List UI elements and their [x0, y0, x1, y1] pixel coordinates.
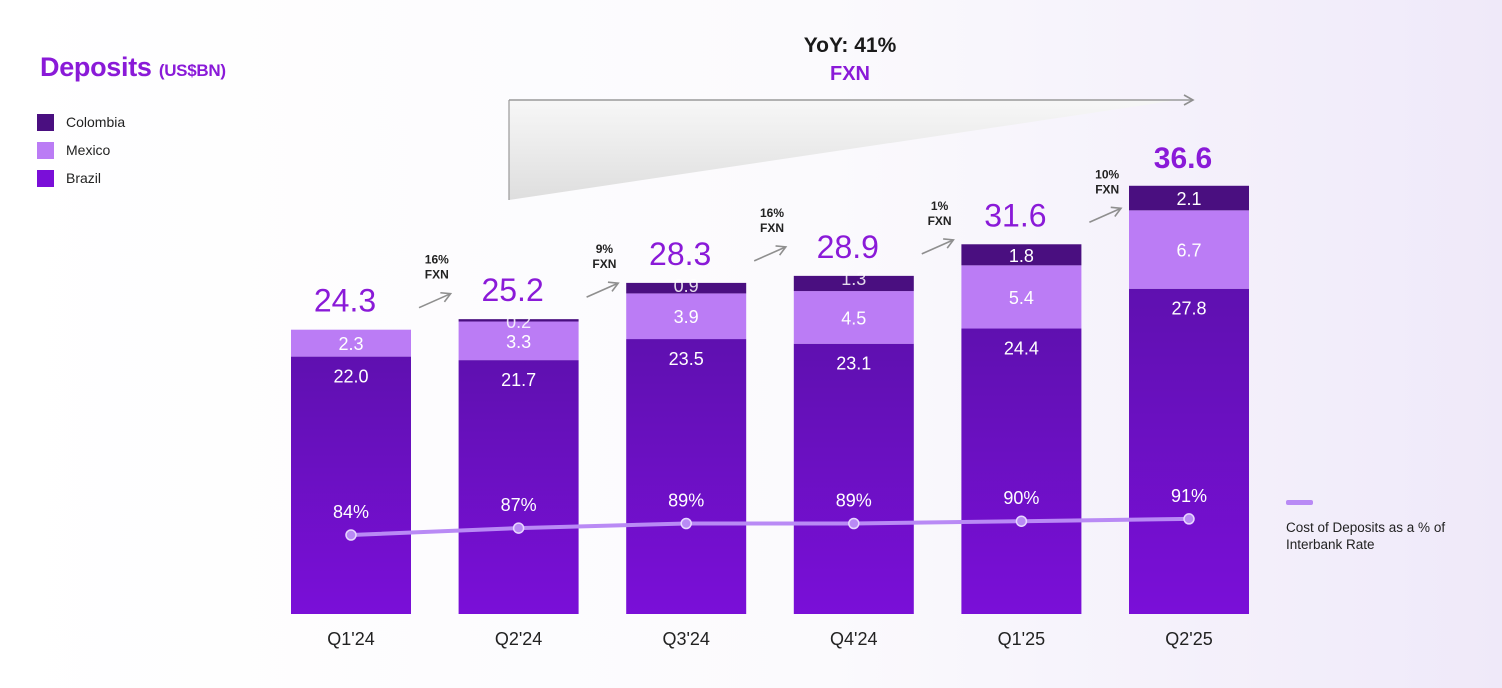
- x-tick-label: Q1'24: [327, 629, 374, 649]
- bar-mexico: [793, 291, 914, 344]
- x-tick-label: Q2'25: [1165, 629, 1212, 649]
- bar-colombia: [626, 282, 747, 294]
- bar-mexico: [291, 329, 411, 357]
- legend-swatch-brazil: [37, 169, 54, 187]
- label-mexico: 3.9: [674, 307, 699, 327]
- label-mexico: 6.7: [1176, 241, 1201, 261]
- cost-point: [1183, 513, 1195, 525]
- line-legend-label: Cost of Deposits as a % of Interbank Rat…: [1286, 520, 1446, 552]
- growth-sub: FXN: [425, 268, 449, 282]
- bar-mexico: [458, 321, 579, 361]
- label-mexico: 2.3: [338, 334, 363, 354]
- label-mexico: 4.5: [841, 308, 866, 328]
- bar-colombia: [793, 275, 914, 292]
- legend-swatch-colombia: [37, 113, 54, 131]
- yoy-label: YoY: 41%: [804, 34, 897, 57]
- label-colombia: 0.9: [674, 276, 699, 296]
- total-label: 31.6: [984, 197, 1046, 233]
- label-brazil: 23.5: [669, 349, 704, 369]
- cost-point: [680, 517, 692, 530]
- total-label: 24.3: [314, 283, 376, 319]
- growth-sub: FXN: [760, 221, 784, 235]
- bar-colombia: [961, 244, 1082, 266]
- cost-label: 89%: [836, 491, 872, 511]
- cost-point: [345, 529, 357, 541]
- growth-sub: FXN: [592, 257, 616, 271]
- legend-item-brazil: Brazil: [37, 164, 125, 192]
- cost-label: 89%: [668, 491, 704, 511]
- label-colombia: 1.8: [1009, 246, 1034, 266]
- legend-label-brazil: Brazil: [66, 170, 102, 186]
- total-label: 25.2: [481, 272, 543, 308]
- cost-label: 91%: [1171, 486, 1207, 506]
- bar-mexico: [626, 293, 747, 340]
- growth-arrow: [921, 238, 955, 255]
- label-brazil: 27.8: [1171, 299, 1206, 319]
- legend-item-mexico: Mexico: [37, 136, 125, 164]
- growth-arrow: [418, 291, 453, 309]
- growth-arrow: [586, 281, 620, 298]
- cost-label: 87%: [501, 495, 537, 515]
- growth-pct: 10%: [1095, 167, 1119, 181]
- chart-title: Deposits (US$BN): [40, 52, 226, 83]
- label-colombia: 1.3: [841, 269, 866, 289]
- yoy-sublabel: FXN: [830, 63, 870, 85]
- legend-item-colombia: Colombia: [37, 108, 125, 136]
- cost-label: 84%: [333, 502, 369, 522]
- total-label: 36.6: [1154, 142, 1212, 175]
- label-colombia: 2.1: [1176, 189, 1201, 209]
- growth-arrow: [1089, 206, 1123, 224]
- bar-brazil: [1129, 288, 1249, 614]
- growth-sub: FXN: [928, 214, 952, 228]
- cost-point: [512, 522, 525, 534]
- label-brazil: 23.1: [836, 354, 871, 374]
- x-tick-label: Q1'25: [998, 629, 1045, 649]
- label-mexico: 3.3: [506, 332, 531, 352]
- line-legend: Cost of Deposits as a % of Interbank Rat…: [1286, 500, 1456, 553]
- legend: Colombia Mexico Brazil: [37, 108, 125, 192]
- legend-label-mexico: Mexico: [66, 142, 111, 158]
- growth-pct: 16%: [425, 253, 449, 267]
- label-mexico: 5.4: [1009, 288, 1034, 308]
- bar-mexico: [961, 265, 1082, 329]
- bar-brazil: [291, 356, 411, 614]
- growth-pct: 16%: [760, 206, 784, 220]
- label-brazil: 24.4: [1004, 339, 1039, 359]
- bar-brazil: [961, 328, 1082, 614]
- bar-mexico: [1129, 210, 1249, 289]
- chart-title-text: Deposits: [40, 52, 152, 82]
- chart-title-unit: (US$BN): [158, 61, 226, 80]
- bar-colombia: [1129, 185, 1249, 211]
- bar-brazil: [626, 339, 747, 614]
- growth-pct: 9%: [596, 242, 614, 256]
- x-tick-label: Q4'24: [830, 629, 877, 649]
- cost-point: [848, 517, 860, 530]
- growth-sub: FXN: [1095, 182, 1119, 196]
- legend-label-colombia: Colombia: [66, 114, 126, 130]
- label-brazil: 22.0: [333, 367, 368, 387]
- total-label: 28.9: [817, 229, 879, 265]
- yoy-band: [509, 100, 1178, 200]
- label-brazil: 21.7: [501, 370, 536, 390]
- cost-point: [1015, 515, 1028, 527]
- line-legend-swatch: [1286, 500, 1313, 505]
- cost-label: 90%: [1003, 488, 1039, 508]
- x-tick-label: Q3'24: [662, 629, 709, 649]
- cost-line: [350, 516, 1190, 537]
- total-label: 28.3: [649, 236, 711, 272]
- x-tick-label: Q2'24: [495, 629, 542, 649]
- legend-swatch-mexico: [37, 141, 54, 159]
- growth-arrow: [753, 245, 788, 262]
- label-colombia: 0.2: [506, 312, 531, 332]
- bar-brazil: [458, 360, 579, 614]
- bar-brazil: [793, 343, 914, 614]
- bar-colombia: [458, 319, 579, 322]
- growth-pct: 1%: [931, 199, 949, 213]
